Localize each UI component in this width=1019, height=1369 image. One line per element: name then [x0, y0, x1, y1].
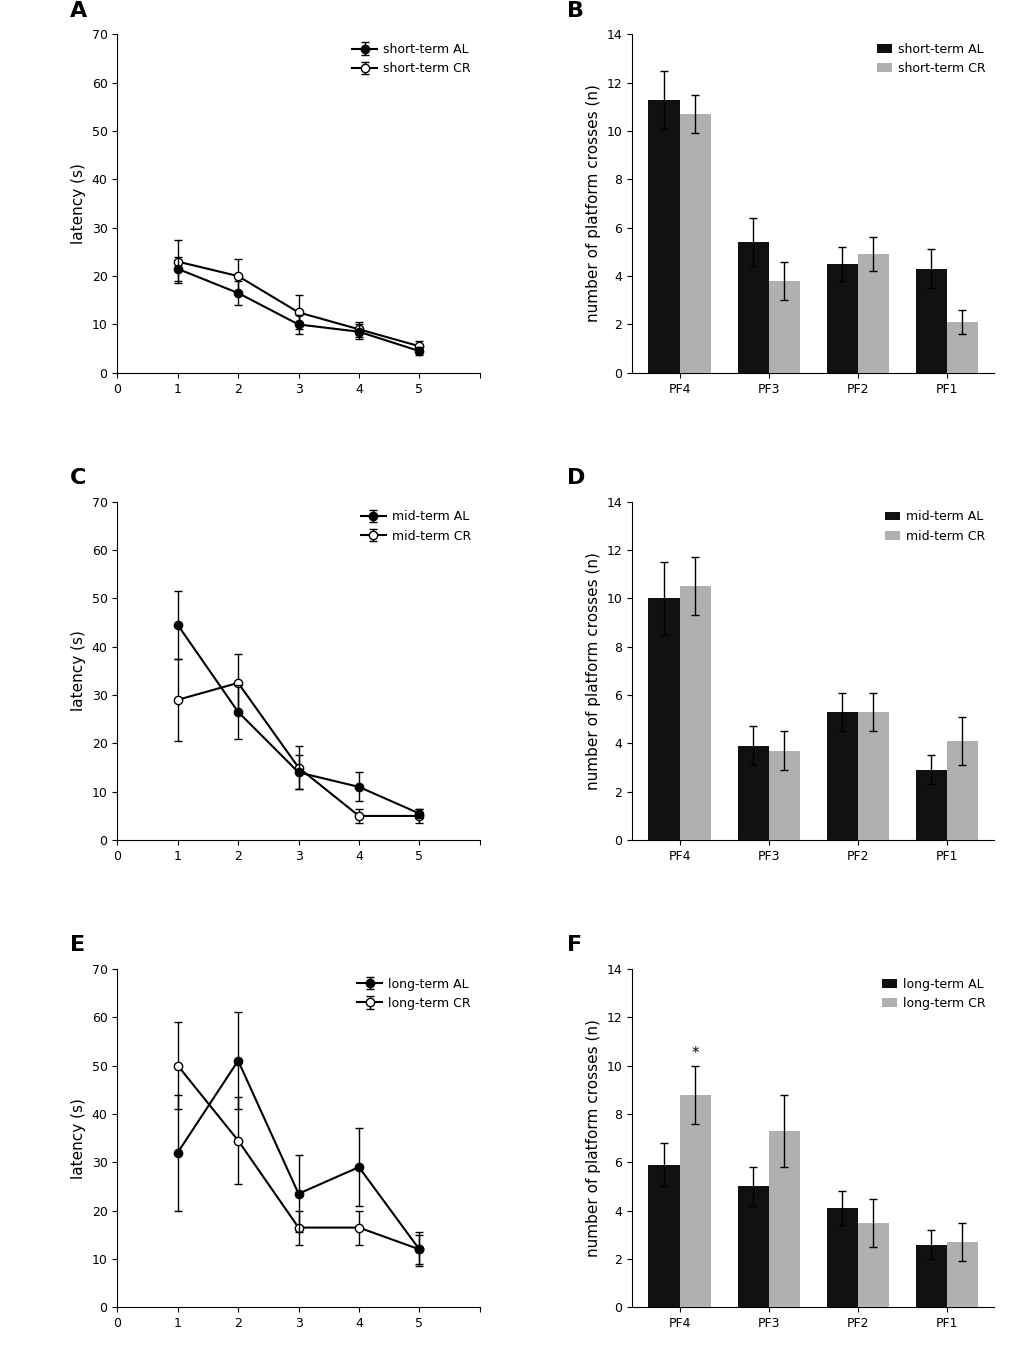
Bar [648, 100, 679, 372]
Bar [737, 1187, 768, 1307]
Legend: short-term AL, short-term CR: short-term AL, short-term CR [350, 41, 473, 78]
Bar [768, 750, 799, 841]
Bar [857, 1223, 889, 1307]
Bar [825, 1209, 857, 1307]
Bar [648, 1165, 679, 1307]
Text: E: E [70, 935, 86, 956]
Bar [679, 114, 710, 372]
Bar [768, 1131, 799, 1307]
Text: F: F [567, 935, 581, 956]
Bar [946, 741, 977, 841]
Y-axis label: number of platform crosses (n): number of platform crosses (n) [585, 552, 600, 790]
Bar [915, 268, 946, 372]
Text: D: D [567, 468, 585, 487]
Bar [946, 322, 977, 372]
Bar [946, 1242, 977, 1307]
Y-axis label: latency (s): latency (s) [71, 163, 86, 244]
Bar [915, 1244, 946, 1307]
Text: B: B [567, 0, 583, 21]
Legend: short-term AL, short-term CR: short-term AL, short-term CR [873, 41, 987, 78]
Bar [679, 586, 710, 841]
Bar [737, 242, 768, 372]
Text: C: C [70, 468, 87, 487]
Legend: long-term AL, long-term CR: long-term AL, long-term CR [878, 975, 987, 1012]
Y-axis label: latency (s): latency (s) [71, 630, 86, 712]
Legend: mid-term AL, mid-term CR: mid-term AL, mid-term CR [881, 508, 987, 545]
Bar [648, 598, 679, 841]
Legend: long-term AL, long-term CR: long-term AL, long-term CR [355, 975, 473, 1012]
Bar [768, 281, 799, 372]
Bar [825, 264, 857, 372]
Text: *: * [691, 1046, 698, 1061]
Y-axis label: number of platform crosses (n): number of platform crosses (n) [585, 85, 600, 323]
Legend: mid-term AL, mid-term CR: mid-term AL, mid-term CR [358, 508, 473, 545]
Bar [857, 255, 889, 372]
Text: A: A [70, 0, 88, 21]
Bar [915, 769, 946, 841]
Bar [737, 746, 768, 841]
Bar [679, 1095, 710, 1307]
Bar [825, 712, 857, 841]
Y-axis label: number of platform crosses (n): number of platform crosses (n) [585, 1019, 600, 1257]
Y-axis label: latency (s): latency (s) [71, 1098, 86, 1179]
Bar [857, 712, 889, 841]
